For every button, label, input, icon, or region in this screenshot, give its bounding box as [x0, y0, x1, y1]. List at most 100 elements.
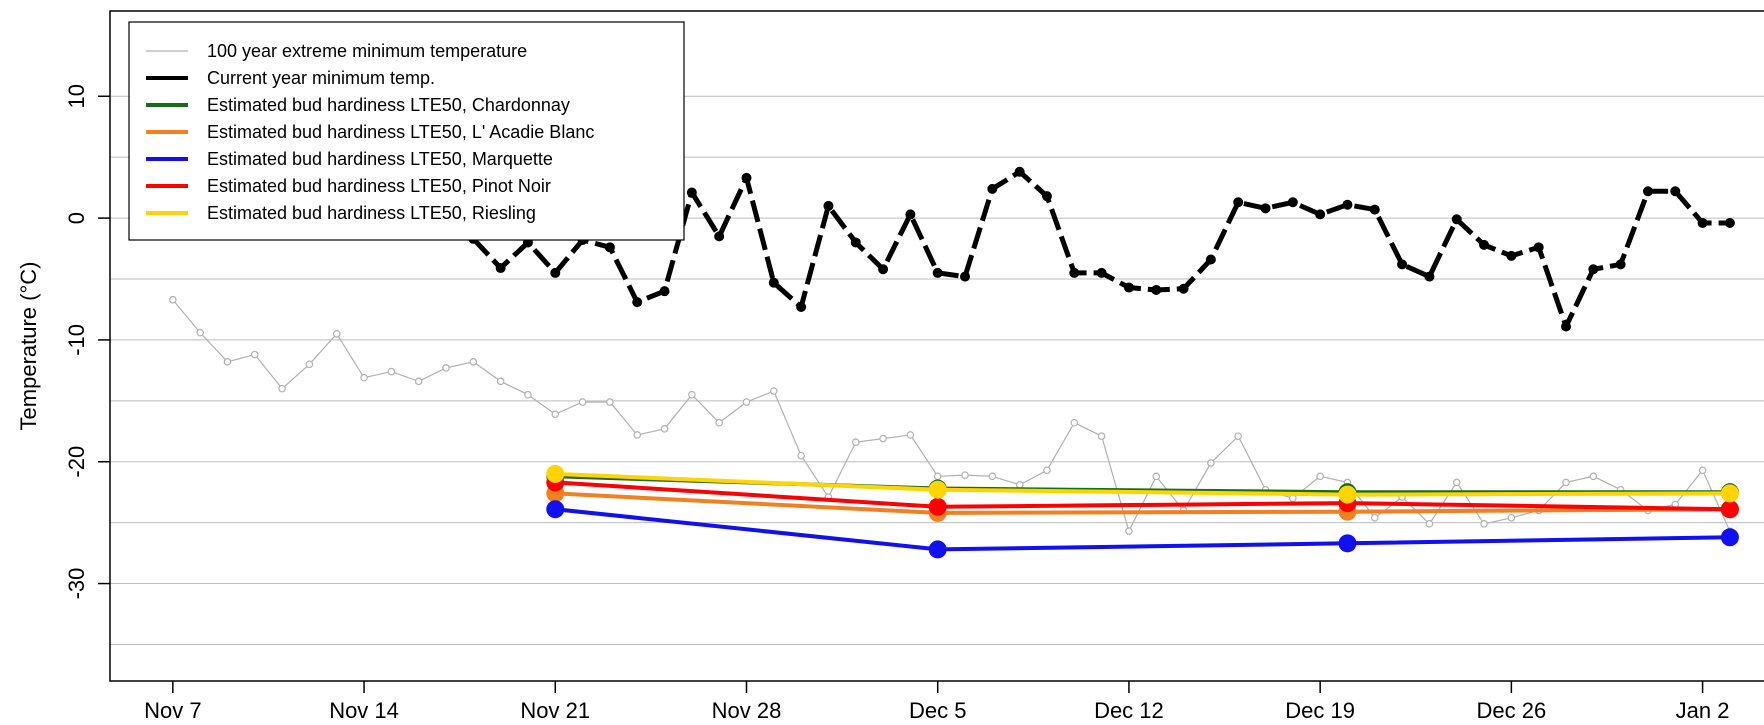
data-point	[688, 390, 696, 399]
data-point	[387, 367, 396, 376]
data-point	[1615, 259, 1626, 270]
data-point	[1178, 283, 1189, 294]
data-point	[988, 472, 997, 481]
data-point	[1507, 513, 1516, 522]
x-tick-label: Jan 2	[1676, 698, 1730, 723]
data-point	[1452, 478, 1461, 487]
data-point	[906, 431, 915, 439]
data-point	[1233, 197, 1244, 208]
data-point	[1070, 418, 1079, 427]
data-point	[1338, 534, 1357, 553]
data-point	[1205, 254, 1216, 265]
data-point	[1370, 513, 1379, 522]
data-point	[496, 377, 505, 386]
data-point	[928, 497, 947, 516]
data-point	[850, 237, 861, 248]
data-point	[524, 390, 532, 399]
data-point	[987, 183, 998, 194]
series-4	[546, 500, 1739, 559]
data-point	[1642, 186, 1653, 197]
series-line	[555, 480, 1730, 512]
data-point	[796, 302, 807, 313]
data-point	[1234, 432, 1242, 440]
data-point	[1316, 472, 1324, 481]
data-point	[770, 387, 778, 395]
data-point	[1015, 481, 1024, 489]
data-point	[414, 377, 423, 386]
legend-entry-estimated-bud-hardiness-lte50-riesling: Estimated bud hardiness LTE50, Riesling	[207, 203, 536, 223]
data-point	[1289, 494, 1297, 503]
y-tick-label: -10	[64, 324, 89, 356]
data-point	[1561, 321, 1571, 332]
data-point	[633, 431, 642, 439]
data-point	[1151, 284, 1162, 295]
y-axis-title: Temperature (°C)	[16, 262, 41, 431]
data-point	[1425, 520, 1434, 528]
data-point	[1125, 527, 1133, 535]
data-point	[905, 209, 916, 220]
data-point	[1287, 197, 1298, 208]
x-tick-label: Nov 28	[712, 698, 782, 723]
data-point	[551, 410, 560, 419]
series-line	[555, 491, 1730, 515]
data-point	[1014, 166, 1025, 177]
data-point	[1097, 432, 1106, 440]
data-point	[933, 472, 942, 481]
data-point	[1724, 217, 1735, 228]
data-point	[332, 330, 341, 338]
data-point	[686, 187, 697, 198]
data-point	[1342, 199, 1353, 210]
series-line	[172, 299, 1731, 533]
series-6	[546, 464, 1739, 504]
data-point	[851, 438, 860, 447]
legend-box	[128, 21, 685, 241]
data-point	[1720, 500, 1739, 519]
data-point	[768, 277, 779, 288]
data-point	[1069, 267, 1080, 278]
data-point	[1588, 264, 1599, 275]
x-tick-label: Dec 5	[909, 698, 966, 723]
legend-entry-current-year-minimum-temp: Current year minimum temp.	[207, 68, 435, 88]
legend: 100 year extreme minimum temperature Curr…	[128, 21, 685, 241]
data-point	[1479, 239, 1490, 250]
series-layer	[169, 166, 1739, 559]
data-point	[1480, 520, 1488, 528]
data-point	[878, 264, 889, 275]
data-point	[1338, 485, 1357, 504]
data-point	[715, 418, 723, 427]
data-point	[223, 358, 232, 366]
data-point	[659, 286, 670, 297]
data-point	[196, 328, 204, 337]
data-point	[714, 231, 725, 242]
data-point	[932, 267, 943, 278]
data-point	[1152, 472, 1161, 481]
data-point	[550, 267, 561, 278]
data-point	[1260, 203, 1271, 214]
series-line	[555, 507, 1730, 552]
y-tick-label: -30	[64, 568, 89, 600]
legend-entry-estimated-bud-hardiness-lte50-l-acadie-blanc: Estimated bud hardiness LTE50, L' Acadie…	[207, 122, 594, 142]
series-0	[169, 295, 1734, 535]
data-point	[632, 297, 643, 308]
data-point	[741, 172, 752, 183]
data-point	[1698, 466, 1707, 475]
series-line	[555, 474, 1730, 495]
data-point	[1697, 217, 1708, 228]
x-tick-label: Dec 26	[1477, 698, 1547, 723]
data-point	[305, 360, 314, 369]
data-point	[495, 263, 506, 274]
data-point	[578, 398, 587, 406]
data-point	[961, 471, 969, 479]
data-point	[1041, 191, 1052, 202]
data-point	[742, 398, 751, 406]
series-1	[468, 166, 1735, 332]
data-point	[546, 464, 565, 483]
data-point	[1369, 204, 1380, 215]
axes: 10 0 -10 -20 -30 Nov 7 Nov 14 Nov 21 Nov 28 Dec 5…	[64, 84, 1729, 723]
data-point	[660, 425, 669, 433]
data-point	[250, 350, 259, 359]
y-tick-label: -20	[64, 446, 89, 478]
data-point	[1123, 282, 1134, 293]
data-point	[1315, 209, 1326, 220]
